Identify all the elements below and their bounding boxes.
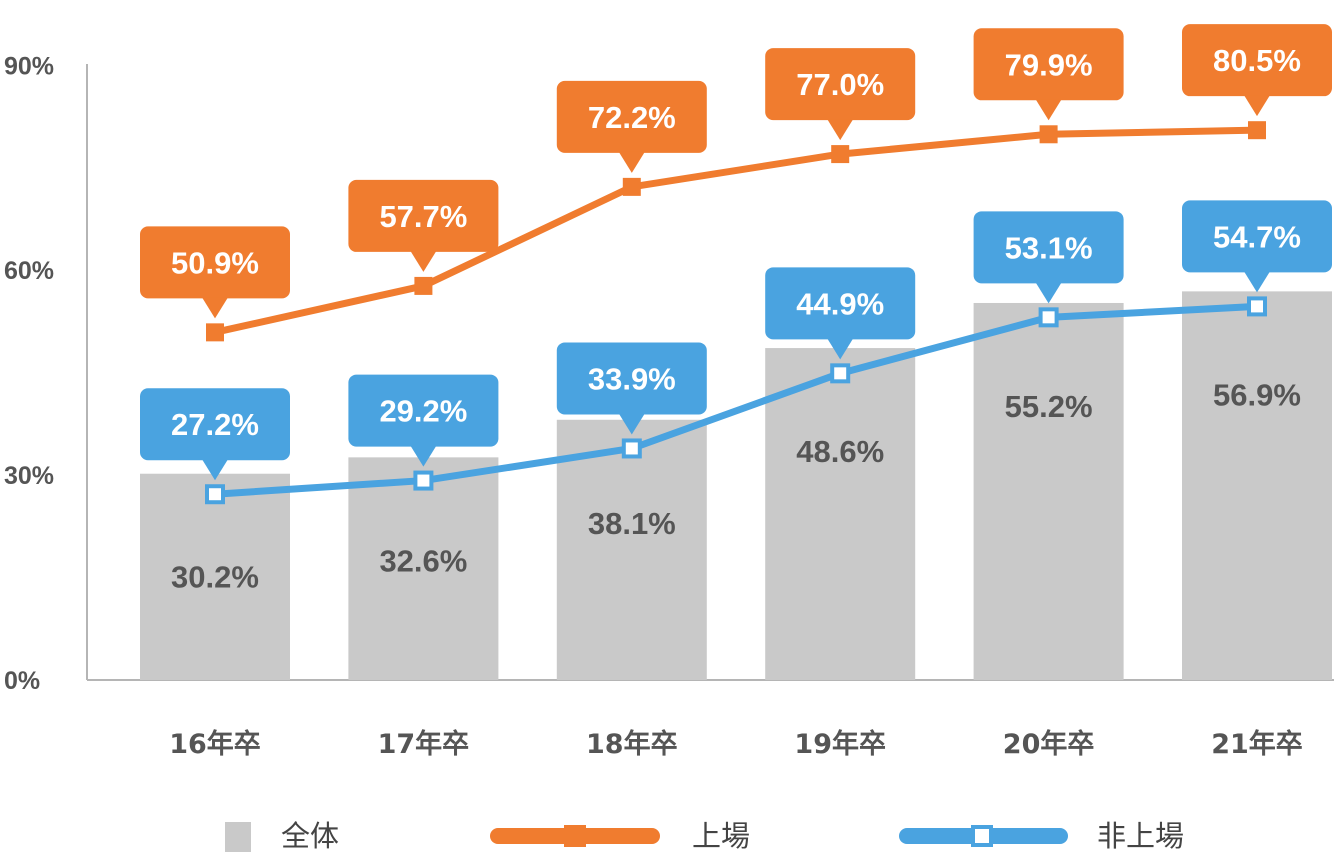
data-label: 33.9% [588, 361, 676, 396]
bar [973, 302, 1124, 680]
series-line [211, 126, 1261, 336]
callout-box [140, 226, 290, 299]
lines [205, 121, 1267, 505]
line-marker [831, 145, 850, 164]
x-tick-label: 19年卒 [794, 728, 886, 760]
callout-pointer [618, 413, 645, 435]
axes: 0% 30% 60% 90% 16年卒 17年卒 18年卒 19年卒 20年卒 21年卒 [4, 52, 1334, 760]
line-marker [830, 363, 851, 384]
data-label: 54.7% [1213, 219, 1301, 254]
bar [348, 457, 499, 680]
y-tick-label: 0% [4, 667, 40, 695]
bar-data-label: 48.6% [796, 434, 884, 469]
data-label: 44.9% [796, 286, 884, 321]
bar-data-label: 38.1% [588, 506, 676, 541]
callout-box [348, 179, 499, 252]
line-marker [1038, 307, 1059, 328]
callout-box [556, 80, 707, 153]
line-marker [413, 470, 434, 491]
legend-label: 非上場 [1097, 819, 1184, 853]
callout-box [348, 374, 499, 447]
callout-box [765, 267, 916, 340]
bar [765, 348, 916, 680]
callout-box [1182, 24, 1332, 97]
callout-box [765, 48, 916, 121]
data-label: 53.1% [1005, 230, 1093, 265]
data-label: 79.9% [1005, 47, 1093, 82]
bar [556, 419, 707, 680]
line-marker [205, 484, 225, 505]
callout-pointer [827, 119, 854, 141]
bar [1182, 291, 1332, 680]
legend-swatch-bar [225, 822, 251, 852]
callout-pointer [410, 250, 437, 272]
callout-pointer [1244, 271, 1270, 293]
line-marker [206, 323, 224, 342]
callout-box [973, 28, 1124, 101]
legend: 全体 上場 非上場 [225, 819, 1184, 853]
data-label: 72.2% [588, 100, 676, 135]
bubbles: 50.9% 57.7% 72.2% 77.0% 79.9% 80.5% 27.2% 29.2%… [140, 24, 1332, 481]
data-label: 80.5% [1213, 43, 1301, 78]
legend-label: 上場 [692, 819, 750, 853]
legend-label: 全体 [281, 819, 339, 853]
series-line [211, 302, 1261, 498]
bar-data-label: 55.2% [1005, 389, 1093, 424]
bar-data-label: 56.9% [1213, 377, 1301, 412]
callout-box [973, 211, 1124, 284]
callout-box [556, 342, 707, 415]
line-marker [1248, 121, 1266, 140]
line-marker [1039, 125, 1058, 144]
callout-pointer [1035, 99, 1062, 121]
line-marker [622, 177, 641, 196]
data-label: 57.7% [379, 199, 467, 234]
x-tick-label: 16年卒 [169, 728, 261, 760]
callout-pointer [202, 297, 228, 319]
data-label: 29.2% [379, 394, 467, 429]
data-label: 50.9% [171, 245, 259, 280]
x-tick-label: 20年卒 [1003, 728, 1095, 760]
y-tick-label: 30% [4, 462, 54, 490]
callout-box [1182, 200, 1332, 273]
data-label: 27.2% [171, 407, 259, 442]
y-tick-label: 60% [4, 257, 54, 285]
line-marker [621, 438, 642, 459]
callout-pointer [202, 459, 228, 481]
bar-data-label: 30.2% [171, 560, 259, 595]
legend-marker [564, 825, 586, 847]
legend-marker [971, 825, 993, 847]
x-tick-label: 18年卒 [586, 728, 678, 760]
bar-data-label: 32.6% [379, 543, 467, 578]
x-tick-label: 17年卒 [378, 728, 470, 760]
callout-pointer [1244, 95, 1270, 117]
x-tick-label: 21年卒 [1211, 728, 1303, 760]
y-tick-label: 90% [4, 52, 54, 80]
callout-pointer [1035, 282, 1062, 304]
callout-pointer [618, 151, 645, 173]
callout-pointer [827, 338, 854, 360]
line-marker [1247, 296, 1267, 317]
line-marker [414, 276, 433, 295]
callout-pointer [410, 445, 437, 467]
callout-box [140, 388, 290, 461]
bar [140, 473, 290, 680]
bars: 30.2% 32.6% 38.1% 48.6% 55.2% 56.9% [140, 291, 1332, 680]
data-label: 77.0% [796, 67, 884, 102]
